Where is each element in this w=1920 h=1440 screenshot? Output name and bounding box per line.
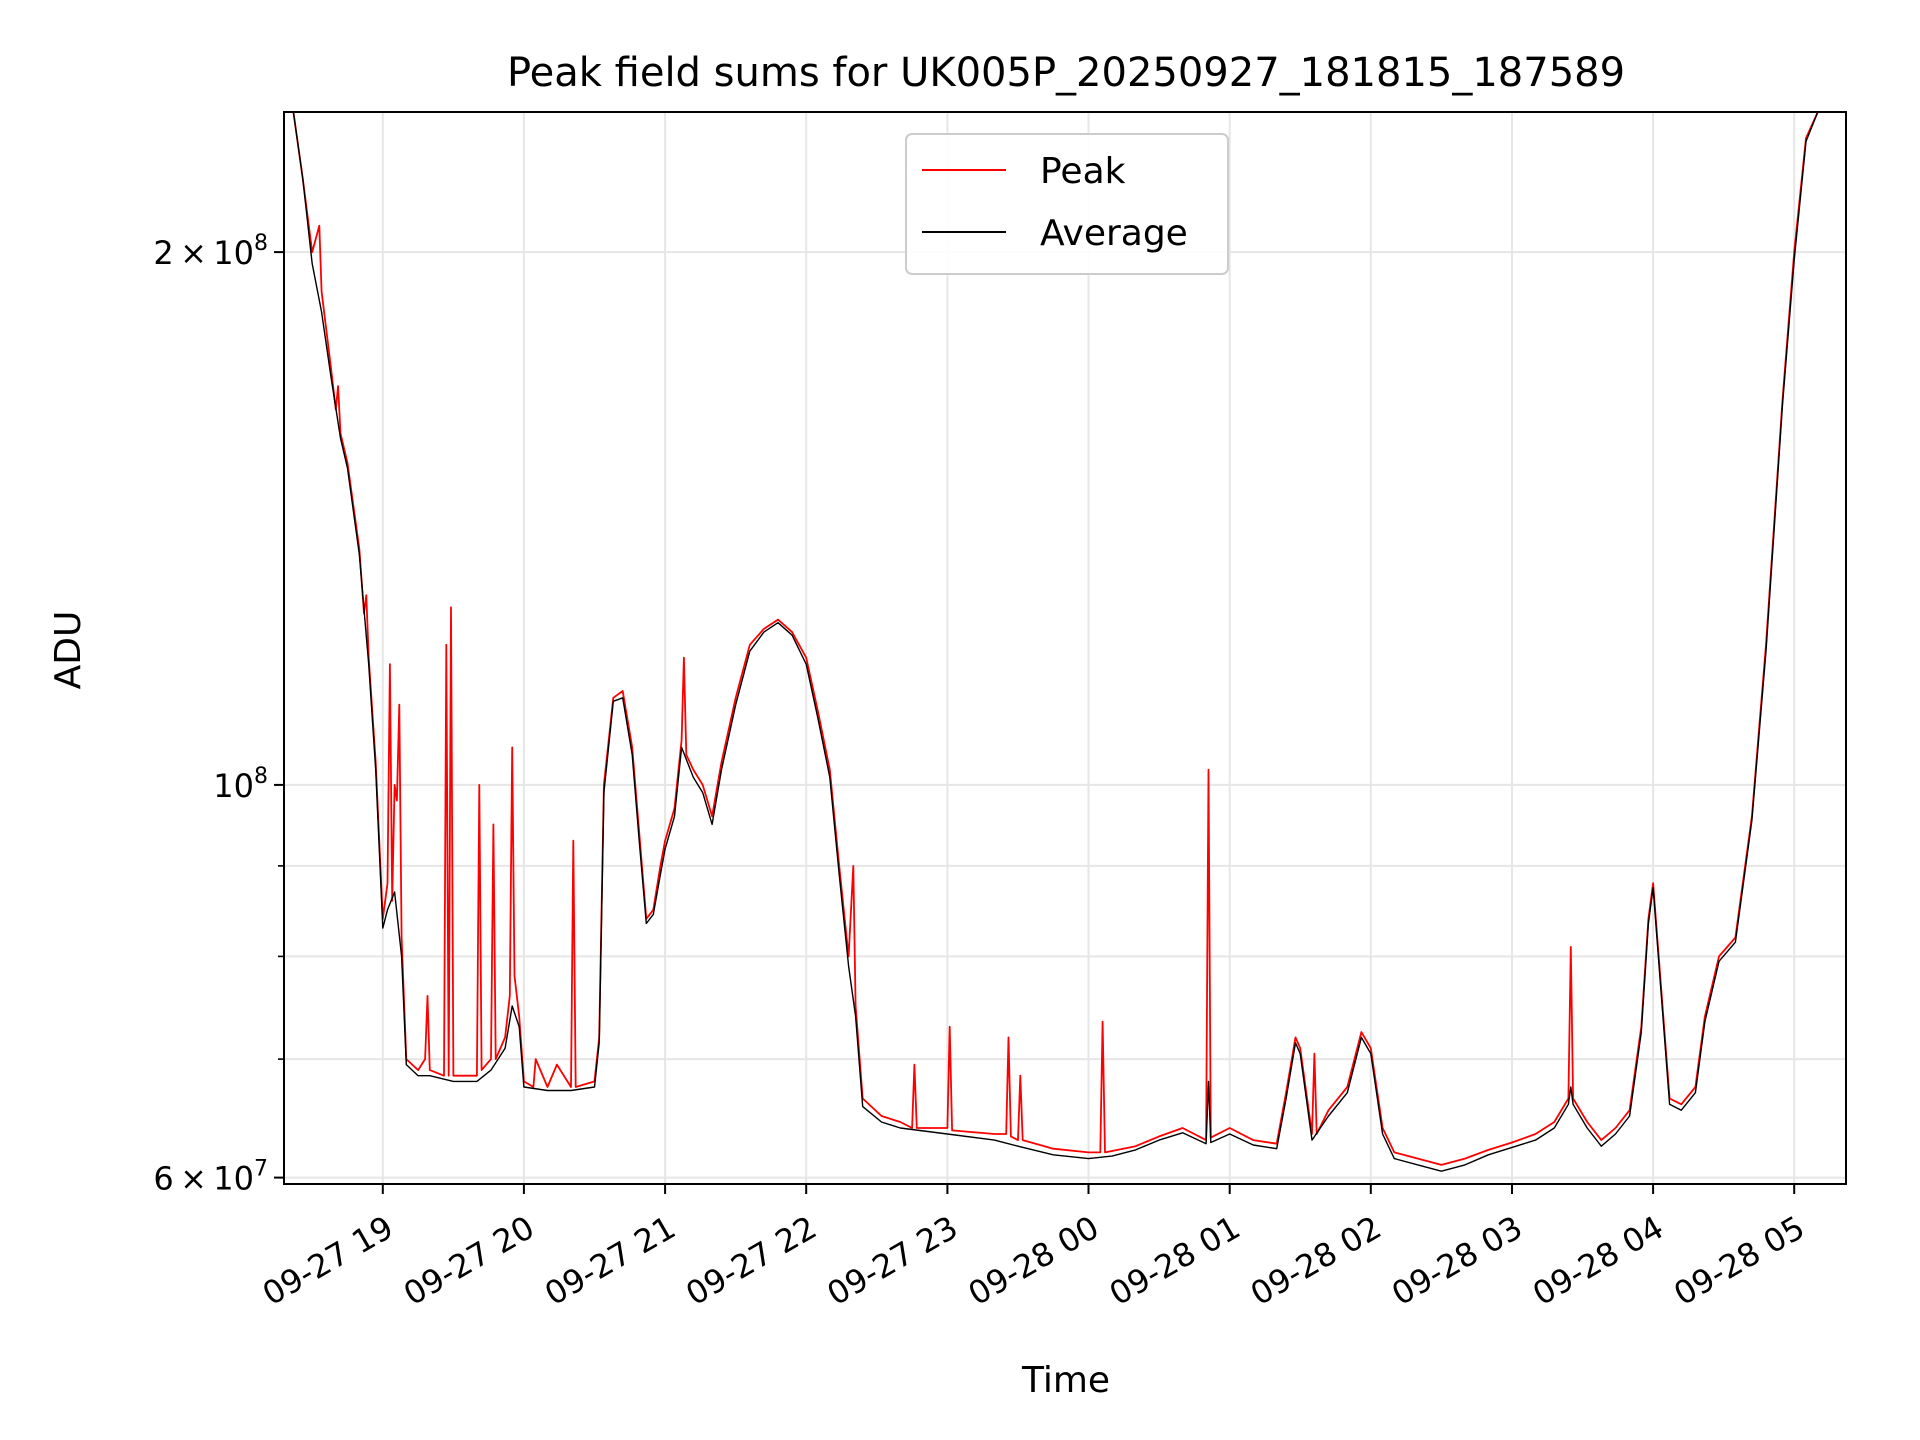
y-axis-label: ADU (48, 611, 89, 690)
y-tick-label: 6 × 107 (153, 1157, 268, 1198)
legend: Peak Average (905, 133, 1229, 275)
chart-title: Peak field sums for UK005P_20250927_1818… (507, 50, 1625, 96)
series-line-peak (284, 112, 1846, 1166)
x-axis-label: Time (1021, 1360, 1110, 1401)
y-axis-ticks: 6 × 107 108 2 × 108 (153, 231, 284, 1198)
plot-frame (283, 111, 1847, 1185)
grid-lines (284, 112, 1846, 1184)
series-layer (284, 112, 1846, 1172)
y-tick-label: 2 × 108 (153, 231, 268, 272)
series-line-average (284, 112, 1846, 1172)
y-tick-label: 108 (213, 764, 268, 805)
legend-peak-label: Peak (1040, 151, 1126, 192)
legend-average-label: Average (1040, 213, 1188, 254)
